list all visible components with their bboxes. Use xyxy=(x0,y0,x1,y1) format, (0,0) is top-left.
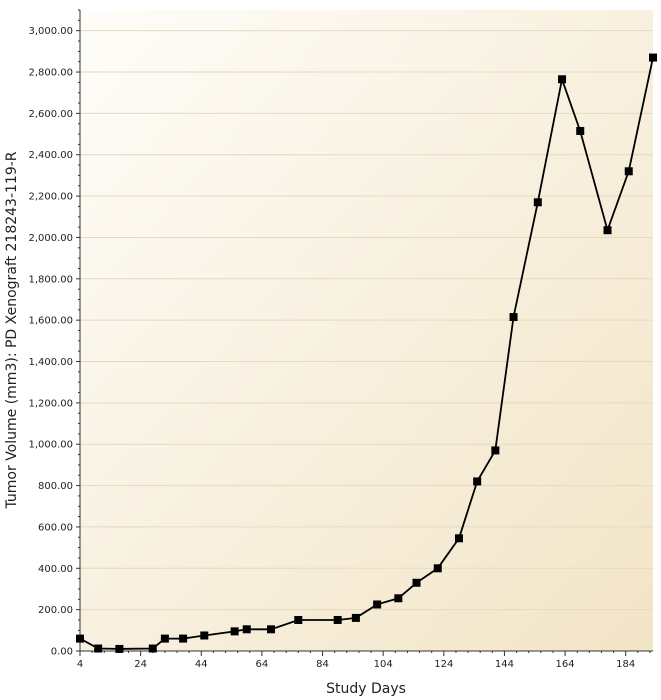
y-ticks: 0.00 200.00 400.00 600.00 800.00 1,000.00 1,20… xyxy=(28,9,80,658)
y-tick-label: 1,400.00 xyxy=(28,357,73,368)
x-tick-label: 24 xyxy=(134,659,147,670)
x-tick-label: 104 xyxy=(374,659,393,670)
y-tick-label: 2,400.00 xyxy=(28,150,73,161)
y-tick-label: 3,000.00 xyxy=(28,26,73,37)
y-tick-label: 2,600.00 xyxy=(28,109,73,120)
data-point xyxy=(649,53,657,62)
x-tick-label: 184 xyxy=(616,659,635,670)
x-axis-title: Study Days xyxy=(326,681,406,697)
data-point xyxy=(148,644,157,653)
x-tick-label: 164 xyxy=(556,659,575,670)
data-point xyxy=(412,578,421,587)
data-point xyxy=(294,615,303,624)
y-tick-label: 400.00 xyxy=(38,564,73,575)
x-tick-label: 4 xyxy=(77,659,83,670)
data-point xyxy=(558,75,567,84)
data-point xyxy=(394,594,403,603)
data-point xyxy=(351,613,360,622)
y-tick-label: 1,200.00 xyxy=(28,398,73,409)
x-ticks: 4 24 44 64 84 104 124 144 164 184 xyxy=(77,651,651,670)
y-tick-label: 1,600.00 xyxy=(28,316,73,327)
data-point xyxy=(333,615,342,624)
data-point xyxy=(94,644,103,653)
data-point xyxy=(230,627,239,636)
plot-area xyxy=(80,10,653,651)
data-point xyxy=(624,167,633,176)
x-tick-label: 84 xyxy=(316,659,329,670)
data-point xyxy=(473,477,482,486)
y-tick-label: 600.00 xyxy=(38,522,73,533)
y-axis-title: Tumor Volume (mm3): PD Xenograft 218243-… xyxy=(4,151,20,509)
data-point xyxy=(454,534,463,543)
data-point xyxy=(179,634,188,643)
data-point xyxy=(200,631,209,640)
grid-lines xyxy=(80,30,653,611)
x-tick-label: 124 xyxy=(434,659,453,670)
y-tick-label: 1,800.00 xyxy=(28,274,73,285)
data-point xyxy=(242,625,251,634)
y-tick-label: 800.00 xyxy=(38,481,73,492)
y-tick-label: 2,200.00 xyxy=(28,192,73,203)
data-point xyxy=(533,198,542,207)
x-tick-label: 44 xyxy=(195,659,208,670)
data-point xyxy=(76,634,84,643)
data-point xyxy=(115,644,124,653)
y-tick-label: 2,000.00 xyxy=(28,233,73,244)
data-point xyxy=(509,313,518,322)
x-tick-label: 64 xyxy=(256,659,269,670)
data-point xyxy=(433,564,442,573)
data-point xyxy=(576,126,585,135)
y-tick-label: 1,000.00 xyxy=(28,440,73,451)
y-tick-label: 2,800.00 xyxy=(28,68,73,79)
y-tick-label: 0.00 xyxy=(51,647,73,658)
data-point xyxy=(603,226,612,235)
data-point xyxy=(267,625,275,634)
series-group xyxy=(76,53,657,653)
data-point xyxy=(373,600,382,609)
data-point xyxy=(491,446,500,455)
x-tick-label: 144 xyxy=(495,659,514,670)
data-point xyxy=(160,634,169,643)
y-tick-label: 200.00 xyxy=(38,605,73,616)
